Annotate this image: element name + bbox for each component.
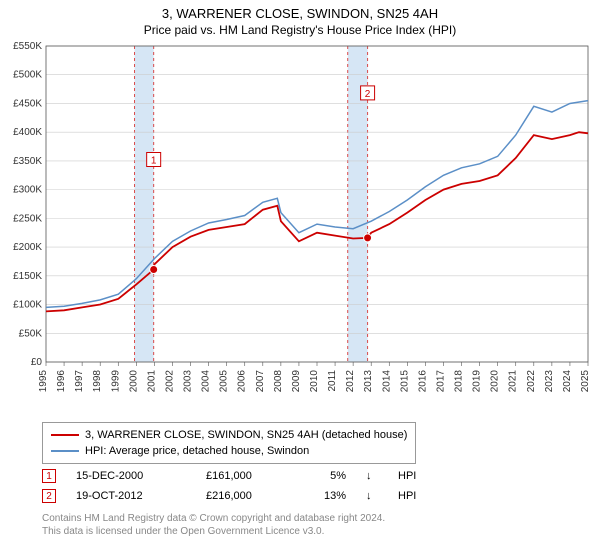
footer-line2: This data is licensed under the Open Gov…	[42, 525, 385, 538]
svg-text:£0: £0	[31, 357, 43, 368]
chart-subtitle: Price paid vs. HM Land Registry's House …	[0, 21, 600, 41]
svg-text:£450K: £450K	[13, 98, 42, 109]
svg-text:2007: 2007	[255, 370, 266, 393]
svg-text:£250K: £250K	[13, 213, 42, 224]
svg-text:2021: 2021	[508, 370, 519, 393]
svg-text:2: 2	[365, 89, 371, 100]
svg-text:2000: 2000	[128, 370, 139, 393]
sale-date: 15-DEC-2000	[76, 470, 186, 482]
sale-row: 2 19-OCT-2012 £216,000 13% ↓ HPI	[42, 486, 428, 506]
svg-text:2003: 2003	[183, 370, 194, 393]
svg-text:2018: 2018	[454, 370, 465, 393]
svg-text:£550K: £550K	[13, 41, 42, 52]
svg-text:2011: 2011	[327, 370, 338, 392]
svg-text:£200K: £200K	[13, 242, 42, 253]
svg-text:1998: 1998	[92, 370, 103, 393]
svg-text:2023: 2023	[544, 370, 555, 393]
svg-text:£100K: £100K	[13, 300, 42, 311]
chart-title: 3, WARRENER CLOSE, SWINDON, SN25 4AH	[0, 0, 600, 21]
sale-marker-box: 1	[42, 469, 56, 483]
svg-text:2025: 2025	[580, 370, 591, 393]
svg-text:£500K: £500K	[13, 70, 42, 81]
sale-point-2	[364, 234, 372, 242]
down-arrow-icon: ↓	[366, 490, 378, 502]
sale-rel: HPI	[398, 470, 428, 482]
down-arrow-icon: ↓	[366, 470, 378, 482]
sale-date: 19-OCT-2012	[76, 490, 186, 502]
svg-text:1995: 1995	[38, 370, 49, 393]
svg-text:2006: 2006	[237, 370, 248, 393]
svg-text:2010: 2010	[309, 370, 320, 393]
svg-text:£150K: £150K	[13, 271, 42, 282]
svg-text:2019: 2019	[472, 370, 483, 393]
legend-swatch	[51, 434, 79, 436]
legend-label: 3, WARRENER CLOSE, SWINDON, SN25 4AH (de…	[85, 429, 407, 441]
svg-text:2013: 2013	[363, 370, 374, 393]
svg-text:2009: 2009	[291, 370, 302, 393]
svg-text:2004: 2004	[201, 370, 212, 393]
svg-text:1999: 1999	[110, 370, 121, 393]
svg-text:2005: 2005	[219, 370, 230, 393]
svg-text:2022: 2022	[526, 370, 537, 393]
svg-text:2015: 2015	[399, 370, 410, 393]
sales-table: 1 15-DEC-2000 £161,000 5% ↓ HPI 2 19-OCT-2012 £2…	[42, 466, 428, 506]
svg-text:2016: 2016	[417, 370, 428, 393]
svg-text:2001: 2001	[146, 370, 157, 393]
legend-label: HPI: Average price, detached house, Swin…	[85, 445, 309, 457]
sale-price: £161,000	[206, 470, 286, 482]
sale-marker-box: 2	[42, 489, 56, 503]
svg-text:2012: 2012	[345, 370, 356, 393]
legend-swatch	[51, 450, 79, 452]
sale-rel: HPI	[398, 490, 428, 502]
sale-row: 1 15-DEC-2000 £161,000 5% ↓ HPI	[42, 466, 428, 486]
svg-text:2002: 2002	[164, 370, 175, 393]
sale-pct: 5%	[306, 470, 346, 482]
svg-text:£50K: £50K	[19, 328, 43, 339]
footer-attribution: Contains HM Land Registry data © Crown c…	[42, 512, 385, 538]
svg-text:£400K: £400K	[13, 127, 42, 138]
chart-area: £0 £50K £100K £150K £200K £250K £300K £350K £400…	[0, 40, 600, 420]
svg-text:1997: 1997	[74, 370, 85, 393]
svg-text:£300K: £300K	[13, 185, 42, 196]
sale-pct: 13%	[306, 490, 346, 502]
svg-text:2020: 2020	[490, 370, 501, 393]
svg-text:1: 1	[151, 155, 157, 166]
svg-text:2014: 2014	[381, 370, 392, 393]
legend-row: HPI: Average price, detached house, Swin…	[51, 443, 407, 459]
line-chart-svg: £0 £50K £100K £150K £200K £250K £300K £350K £400…	[0, 40, 600, 420]
footer-line1: Contains HM Land Registry data © Crown c…	[42, 512, 385, 525]
sale-price: £216,000	[206, 490, 286, 502]
svg-text:2008: 2008	[273, 370, 284, 393]
svg-text:2017: 2017	[435, 370, 446, 393]
legend-row: 3, WARRENER CLOSE, SWINDON, SN25 4AH (de…	[51, 427, 407, 443]
svg-text:2024: 2024	[562, 370, 573, 393]
legend: 3, WARRENER CLOSE, SWINDON, SN25 4AH (de…	[42, 422, 416, 464]
sale-point-1	[150, 265, 158, 273]
svg-text:£350K: £350K	[13, 156, 42, 167]
svg-text:1996: 1996	[56, 370, 67, 393]
